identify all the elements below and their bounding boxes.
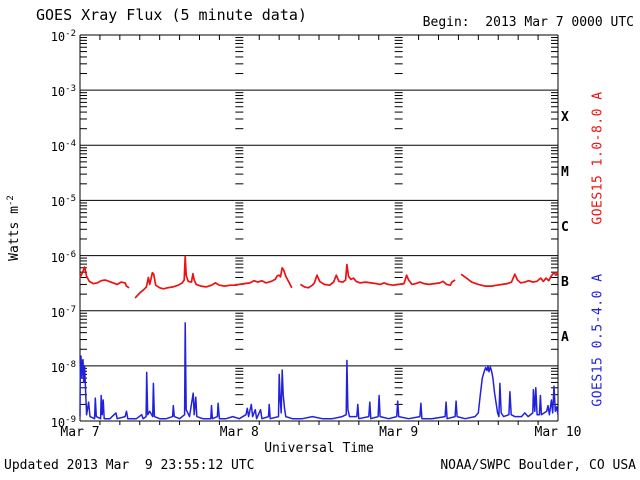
flare-class-C: C [561,220,569,235]
x-axis-title: Universal Time [264,441,374,456]
long-band-trace [79,255,559,299]
y-tick-label: 10-3 [50,84,76,100]
y-tick-label: 10-8 [50,359,76,375]
y-tick-label: 10-5 [50,194,76,210]
flare-class-M: M [561,164,569,180]
long-band-series-label: GOES15 1.0-8.0 A [590,91,606,225]
flare-class-B: B [561,275,569,291]
y-tick-label: 10-6 [50,249,76,265]
x-tick-label: Mar 8 [219,425,259,440]
y-tick-label: 10-7 [50,304,76,320]
updated-timestamp: Updated 2013 Mar 9 23:55:12 UTC [4,458,255,473]
credit-text: NOAA/SWPC Boulder, CO USA [440,458,636,473]
begin-time-label: Begin: 2013 Mar 7 0000 UTC [422,15,634,30]
y-axis-title: Watts m-2 [5,195,23,261]
y-tick-label: 10-9 [50,415,76,430]
short-band-series-label: GOES15 0.5-4.0 A [590,273,606,407]
flare-class-X: X [561,109,569,125]
short-band-trace [79,322,559,420]
y-tick-label: 10-4 [50,139,76,155]
x-tick-label: Mar 7 [60,425,100,440]
page-title: GOES Xray Flux (5 minute data) [36,6,307,24]
x-tick-label: Mar 9 [379,425,419,440]
flare-class-A: A [561,330,569,346]
y-tick-label: 10-2 [50,29,76,44]
x-tick-label: Mar 10 [534,425,582,440]
